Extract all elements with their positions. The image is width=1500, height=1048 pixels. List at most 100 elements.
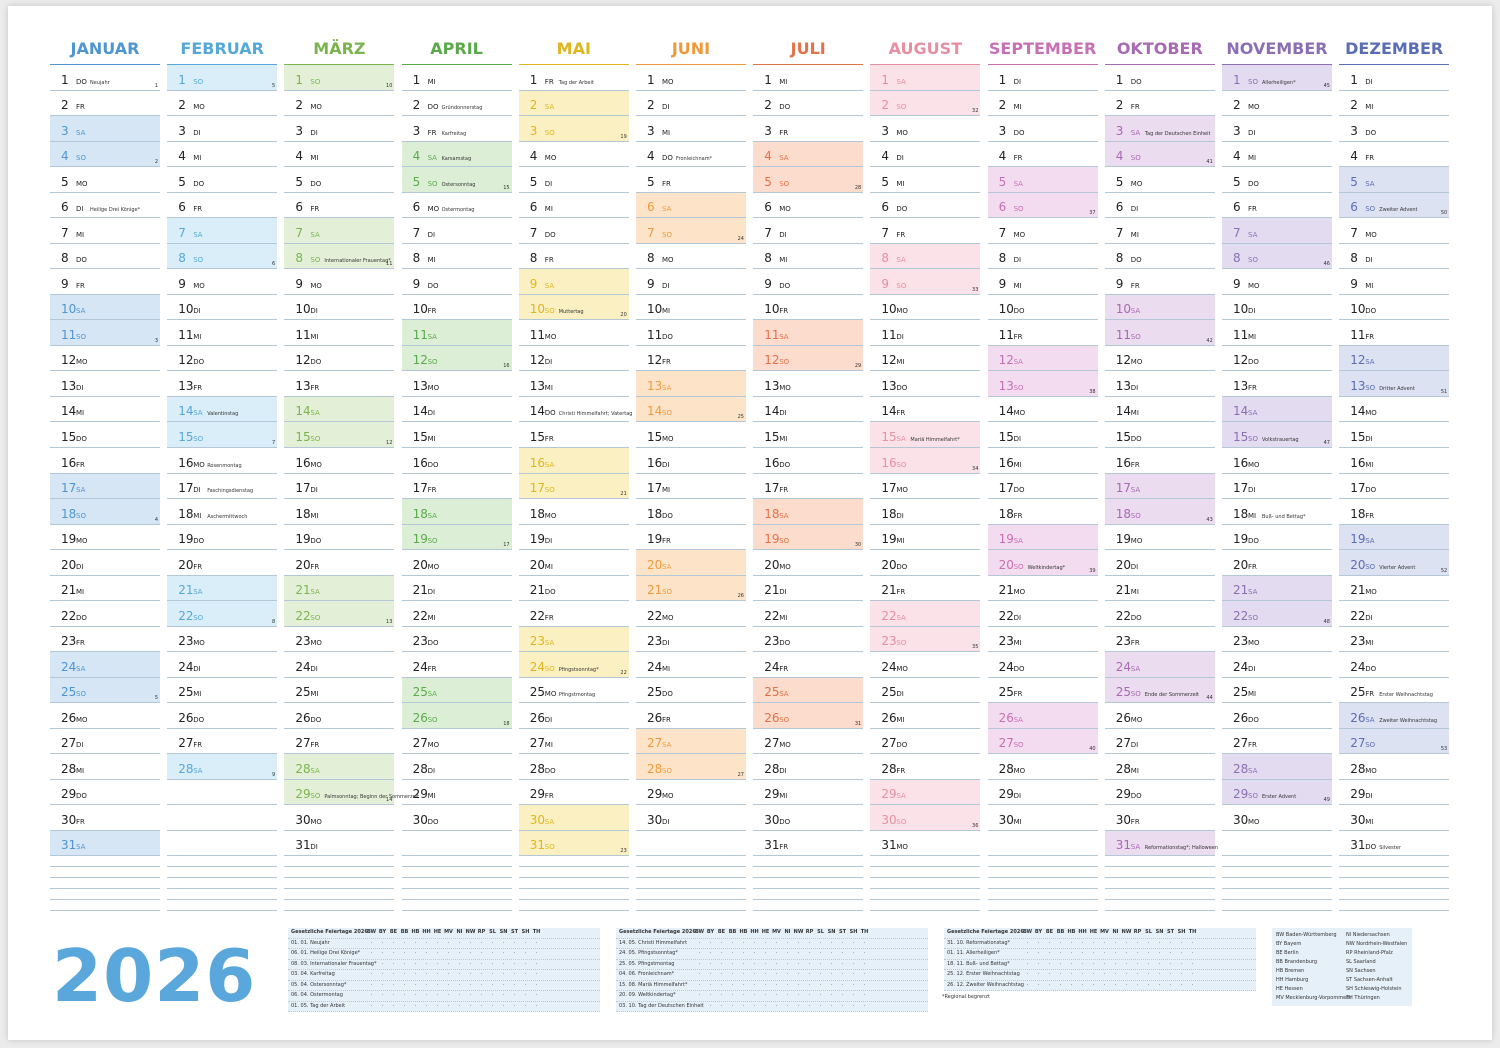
weekday-label: FR bbox=[76, 103, 85, 112]
note-line bbox=[987, 867, 1098, 879]
weekday-label: DO bbox=[779, 639, 791, 648]
weekday-label: SO bbox=[662, 230, 672, 239]
weekday-label: SO bbox=[544, 128, 555, 137]
day-number: 13 bbox=[61, 378, 77, 393]
weekday-label: DI bbox=[1248, 486, 1256, 495]
day-row: 22 DI bbox=[987, 601, 1098, 627]
day-number: 12 bbox=[998, 353, 1014, 368]
day-row: 5 SO Ostersonntag 15 bbox=[401, 167, 512, 193]
note-line bbox=[753, 900, 864, 912]
weekday-label: DO bbox=[1248, 358, 1259, 367]
weekday-label: DI bbox=[662, 103, 670, 112]
day-row: 3 DI bbox=[284, 116, 395, 142]
weekday-label: FR bbox=[1248, 383, 1257, 392]
day-number: 15 bbox=[647, 429, 663, 444]
note-line bbox=[167, 867, 278, 879]
day-row: 27 MI bbox=[518, 729, 629, 755]
weekday-label: SA bbox=[896, 434, 906, 443]
day-number: 1 bbox=[647, 72, 655, 87]
legend-item: ST Sachsen-Anhalt bbox=[1346, 977, 1393, 983]
weekday-label: FR bbox=[193, 383, 203, 392]
weekday-label: DI bbox=[896, 154, 904, 163]
week-number: 5 bbox=[272, 82, 276, 89]
note-line bbox=[753, 889, 864, 901]
day-row: 22 SA bbox=[870, 601, 981, 627]
day-number: 19 bbox=[764, 532, 780, 547]
weekday-label: SA bbox=[310, 588, 320, 597]
day-row: 26 SO 18 bbox=[401, 703, 512, 729]
weekday-label: MO bbox=[76, 537, 88, 546]
weekday-label: MO bbox=[193, 103, 205, 112]
day-number: 6 bbox=[998, 200, 1007, 215]
day-number: 20 bbox=[295, 557, 311, 572]
weekday-label: MI bbox=[779, 792, 788, 801]
weekday-label: FR bbox=[310, 741, 320, 750]
weekday-label: MO bbox=[193, 460, 205, 469]
week-number: 6 bbox=[272, 261, 276, 268]
day-row: 21 SA bbox=[167, 575, 278, 602]
day-row: 28 MI bbox=[50, 754, 160, 780]
day-number: 18 bbox=[1350, 506, 1366, 521]
day-number: 17 bbox=[529, 481, 546, 496]
day-number: 9 bbox=[764, 276, 772, 291]
day-row bbox=[401, 831, 512, 857]
day-number: 15 bbox=[998, 429, 1014, 444]
day-number: 1 bbox=[295, 72, 304, 87]
weekday-label: DI bbox=[1130, 205, 1139, 214]
day-number: 11 bbox=[1233, 327, 1249, 342]
day-row: 24 DO bbox=[987, 652, 1098, 678]
day-row: 17 MO bbox=[870, 474, 981, 500]
day-row: 24 SA bbox=[1104, 652, 1215, 678]
day-row: 11 SO 42 bbox=[1104, 320, 1215, 346]
month-column: JULI 1 MI 2 DO 3 FR 4 SA 5 SO 28 6 MO 7 DI 8 MI 9 DO 10 FR 11 S… bbox=[753, 36, 864, 912]
week-number: 20 bbox=[620, 312, 627, 319]
weekday-label: SA bbox=[544, 281, 555, 290]
day-number: 29 bbox=[647, 787, 663, 802]
day-row: 8 DO bbox=[1104, 244, 1215, 270]
day-row: 18 MI Aschermittwoch bbox=[167, 499, 278, 525]
day-number: 1 bbox=[178, 72, 186, 87]
holiday-table-row: 06. 01. Heilige Drei Könige* · · · · · · · · · · · ·… bbox=[288, 949, 600, 960]
day-row: 21 FR bbox=[870, 576, 981, 602]
day-number: 2 bbox=[412, 98, 421, 113]
weekday-label: SA bbox=[544, 817, 555, 826]
weekday-label: MO bbox=[544, 332, 557, 341]
weekday-label: DI bbox=[1365, 792, 1373, 801]
day-number: 1 bbox=[412, 72, 421, 87]
day-number: 30 bbox=[529, 812, 546, 827]
day-row: 17 FR bbox=[753, 474, 864, 500]
weekday-label: SA bbox=[779, 690, 789, 699]
day-number: 8 bbox=[295, 251, 304, 266]
month-column: MAI 1 FR Tag der Arbeit 2 SA 3 SO 19 4 MO 5 DI 6 MI 7 DO… bbox=[518, 36, 632, 912]
day-row: 5 SA bbox=[987, 167, 1098, 193]
weekday-label: DI bbox=[1013, 613, 1022, 622]
weekday-label: SA bbox=[1365, 358, 1375, 367]
day-number: 29 bbox=[764, 787, 780, 802]
month-column: JANUAR 1 DO Neujahr 1 2 FR 3 SA 4 SO 2 5 MO 6 DI Heilige… bbox=[50, 36, 160, 912]
day-row: 16 SO 34 bbox=[870, 447, 981, 474]
holiday-table-row: 05. 04. Ostersonntag* · · · · · · · · · · · · · · · · bbox=[288, 981, 600, 991]
day-number: 22 bbox=[1115, 608, 1132, 623]
weekday-label: DO bbox=[1365, 128, 1377, 137]
day-number: 24 bbox=[412, 659, 428, 674]
weekday-label: MI bbox=[1130, 409, 1139, 418]
day-number: 23 bbox=[1350, 634, 1366, 649]
weekday-label: SO bbox=[1013, 383, 1024, 392]
day-row: 28 MO bbox=[987, 754, 1098, 780]
month-title: APRIL bbox=[401, 36, 512, 65]
day-number: 24 bbox=[295, 659, 311, 674]
weekday-label: SO bbox=[193, 77, 204, 86]
day-row: 9 FR bbox=[1104, 269, 1215, 295]
day-row: 10 SA bbox=[1104, 294, 1215, 321]
day-row: 30 MO bbox=[284, 805, 395, 831]
note-line bbox=[518, 900, 629, 912]
day-number: 13 bbox=[647, 378, 663, 393]
weekday-label: DI bbox=[76, 383, 84, 392]
weekday-label: SO bbox=[427, 358, 438, 367]
day-row: 29 SA bbox=[870, 779, 981, 806]
holiday-label: Ostersonntag bbox=[441, 181, 476, 188]
weekday-label: MO bbox=[76, 358, 88, 367]
day-row: 21 SO 26 bbox=[636, 575, 746, 602]
day-row: 2 DO bbox=[753, 91, 864, 117]
legend-item: NW Nordrhein-Westfalen bbox=[1346, 941, 1408, 947]
